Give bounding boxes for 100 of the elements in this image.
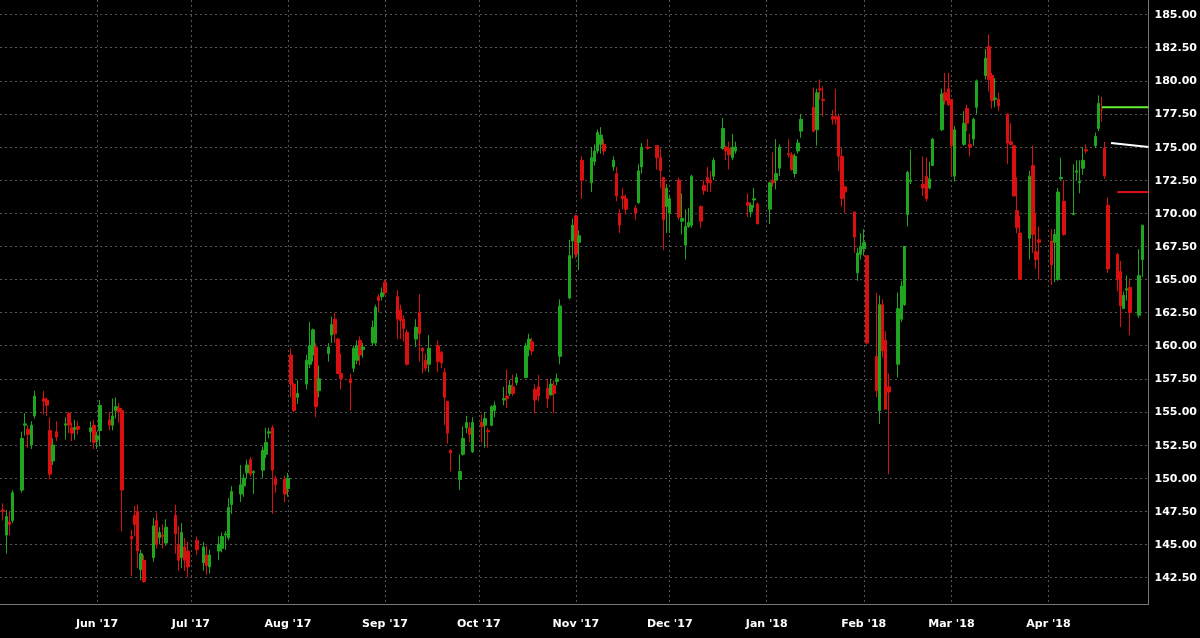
candlestick — [249, 456, 252, 478]
candlestick — [314, 342, 318, 418]
x-tick-label: Sep '17 — [362, 617, 408, 630]
candlestick — [799, 113, 803, 139]
candlestick — [20, 431, 24, 494]
candlestick — [508, 379, 512, 397]
candlestick — [358, 335, 362, 367]
candlestick — [878, 294, 881, 425]
candlestick — [286, 472, 290, 498]
candlestick — [721, 117, 725, 151]
candlestick — [8, 510, 11, 536]
candlestick — [51, 437, 55, 466]
candlestick — [427, 334, 431, 373]
candlestick — [1062, 179, 1066, 237]
candlestick — [195, 535, 199, 556]
candlestick — [580, 155, 584, 200]
candlestick — [76, 420, 80, 435]
candlestick — [396, 289, 399, 340]
candlestick — [793, 153, 797, 178]
candlestick — [975, 78, 978, 115]
candlestick — [943, 72, 947, 106]
candlestick — [252, 469, 255, 495]
candlestick — [486, 427, 490, 449]
candlestick — [1056, 187, 1060, 282]
y-tick-label: 172.50 — [1154, 173, 1198, 187]
x-tick-label: Nov '17 — [552, 617, 600, 630]
y-tick-label: 182.50 — [1154, 41, 1198, 55]
candlestick — [1128, 277, 1132, 336]
candlestick — [414, 318, 418, 348]
candlestick — [327, 342, 330, 363]
candlestick — [33, 390, 36, 420]
candlestick — [155, 512, 158, 549]
candlestick — [55, 420, 58, 442]
y-tick-label: 185.00 — [1154, 8, 1198, 22]
candlestick — [690, 174, 693, 229]
candlestick — [1097, 94, 1100, 132]
y-tick-label: 145.00 — [1154, 537, 1198, 551]
candlestick — [42, 390, 46, 416]
y-tick-label: 155.00 — [1154, 405, 1198, 419]
y-tick-label: 167.50 — [1154, 239, 1198, 253]
y-tick-label: 147.50 — [1154, 504, 1198, 518]
candlestick — [709, 170, 712, 193]
candlestick — [865, 255, 869, 345]
candlestick — [374, 304, 377, 347]
y-tick-label: 175.00 — [1154, 140, 1198, 154]
candlestick — [136, 504, 139, 569]
candlestick — [161, 524, 164, 549]
candlestick — [502, 386, 506, 406]
candlestick — [361, 342, 365, 359]
candlestick — [815, 88, 819, 147]
candlestick — [511, 374, 515, 397]
candlestick — [925, 157, 928, 202]
x-tick-label: Jun '17 — [74, 617, 119, 630]
candlestick — [30, 420, 33, 450]
x-tick-label: Aug '17 — [264, 617, 312, 630]
candlestick — [98, 399, 102, 447]
candlestick — [612, 155, 615, 172]
candlestick — [993, 77, 997, 108]
y-tick-label: 142.50 — [1154, 571, 1198, 585]
y-tick-label: 180.00 — [1154, 74, 1198, 88]
candlestick — [465, 415, 468, 434]
candlestick — [768, 180, 772, 225]
candlestick — [727, 141, 731, 171]
candlestick — [746, 192, 750, 218]
candlestick — [180, 522, 183, 569]
candlestick — [26, 424, 30, 449]
candlestick — [599, 126, 603, 155]
candlestick — [111, 398, 114, 431]
candlestick — [436, 339, 440, 373]
candlestick — [283, 475, 287, 503]
candlestick — [239, 464, 243, 503]
candlestick — [940, 88, 944, 132]
x-tick-label: Feb '18 — [841, 617, 887, 630]
candlestick — [665, 183, 668, 234]
y-tick-label: 160.00 — [1154, 339, 1198, 353]
candlestick — [205, 545, 208, 576]
candlestick — [602, 138, 606, 156]
candlestick — [731, 133, 734, 161]
candlestick — [1028, 170, 1031, 261]
candlestick — [1059, 157, 1063, 181]
candlestick — [774, 138, 778, 190]
candlestick — [164, 518, 168, 547]
candlestick — [480, 414, 484, 443]
candlestick — [812, 86, 815, 133]
x-tick-label: Oct '17 — [457, 617, 501, 630]
candlestick — [615, 166, 618, 202]
candlestick — [383, 278, 387, 296]
y-tick-label: 162.50 — [1154, 306, 1198, 320]
candlestick — [139, 549, 143, 581]
candlestick — [577, 229, 581, 271]
candlestick — [245, 459, 249, 479]
candlestick — [505, 369, 509, 409]
candlestick — [677, 176, 681, 221]
candlestick — [546, 378, 549, 409]
candlestick — [962, 110, 966, 147]
y-tick-label: 177.50 — [1154, 107, 1198, 121]
candlestick — [706, 166, 709, 193]
candlestick — [968, 133, 972, 157]
y-tick-label: 157.50 — [1154, 372, 1198, 386]
candlestick — [330, 316, 333, 344]
